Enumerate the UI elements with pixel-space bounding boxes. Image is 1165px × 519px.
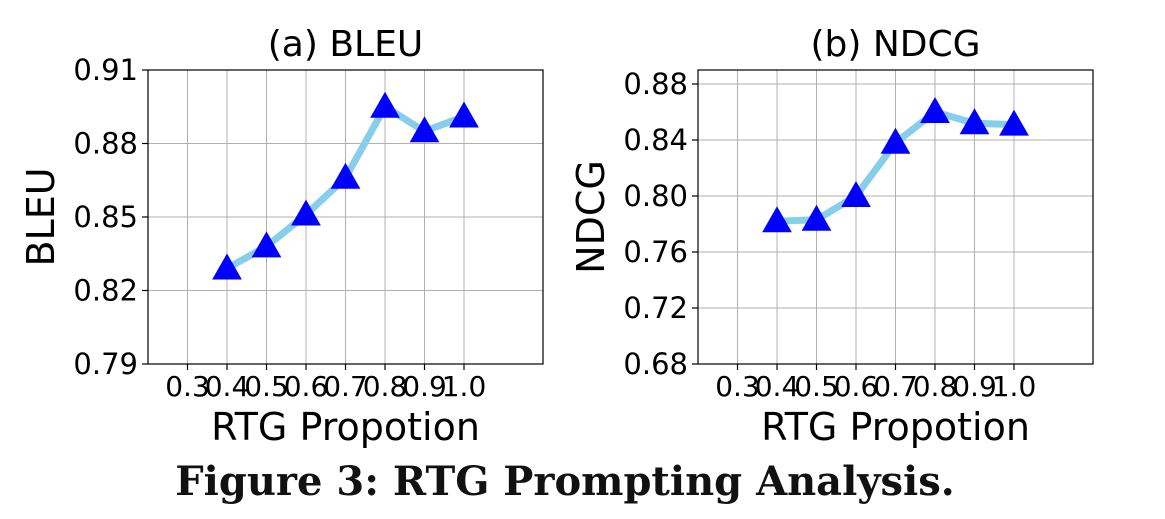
ndcg-y-tick-label: 0.76 [623,235,688,269]
bleu-y-axis-label: BLEU [19,167,63,266]
ndcg-x-tick-label: 0.4 [755,370,800,403]
bleu-y-tick-label: 0.91 [73,53,138,87]
ndcg-x-tick-label: 0.7 [873,370,918,403]
figure: 0.30.40.50.60.70.80.91.00.790.820.850.88… [19,24,1094,449]
bleu-data-point [212,253,242,280]
ndcg-y-tick-label: 0.84 [623,123,688,157]
bleu-data-point [449,101,479,128]
ndcg-y-tick-label: 0.80 [623,179,688,213]
bleu-chart: 0.30.40.50.60.70.80.91.0 0.79 0.82 0.85 0.88… [19,24,544,449]
bleu-x-tick-label: 1.0 [442,370,487,403]
ndcg-data-point [999,109,1029,136]
bleu-y-tick-label: 0.82 [73,274,138,308]
bleu-x-tick-label: 0.6 [284,370,329,403]
figure-caption: Figure 3: RTG Prompting Analysis. [175,458,955,505]
bleu-data-point [251,231,282,258]
bleu-x-tick-label: 0.7 [323,370,368,403]
bleu-x-tick-label: 0.8 [363,370,408,403]
ndcg-y-tick-label: 0.72 [623,291,688,325]
bleu-y-tick-label: 0.79 [73,347,138,381]
bleu-data-point [370,91,400,118]
ndcg-data-point [801,204,832,231]
ndcg-chart: 0.30.40.50.60.70.80.91.0 0.68 0.72 0.76 0.80… [569,24,1094,449]
bleu-x-tick-label: 0.4 [205,370,250,403]
bleu-chart-title: (a) BLEU [268,24,423,65]
bleu-x-axis-label: RTG Propotion [211,405,480,449]
ndcg-data-point [920,96,950,123]
ndcg-x-tick-label: 0.3 [715,370,760,403]
bleu-y-tick-label: 0.88 [73,127,138,161]
bleu-data-point [291,199,321,226]
ndcg-x-tick-label: 1.0 [992,370,1037,403]
ndcg-data-point [841,180,871,207]
ndcg-data-point [762,206,792,233]
ndcg-y-axis-label: NDCG [569,160,613,274]
ndcg-data-point [959,108,990,135]
ndcg-x-tick-label: 0.6 [834,370,879,403]
bleu-data-point [330,162,361,189]
ndcg-y-tick-label: 0.88 [623,67,688,101]
bleu-x-tick-label: 0.3 [165,370,210,403]
ndcg-data-point [880,127,911,154]
bleu-data-point [409,116,440,143]
ndcg-chart-title: (b) NDCG [810,24,980,65]
bleu-x-tick-label: 0.9 [402,370,447,403]
ndcg-x-tick-label: 0.9 [952,370,997,403]
bleu-y-tick-label: 0.85 [73,200,138,234]
bleu-x-tick-label: 0.5 [244,370,289,403]
ndcg-x-axis-label: RTG Propotion [761,405,1030,449]
ndcg-x-tick-label: 0.8 [913,370,958,403]
ndcg-y-tick-label: 0.68 [623,347,688,381]
ndcg-x-tick-label: 0.5 [794,370,839,403]
